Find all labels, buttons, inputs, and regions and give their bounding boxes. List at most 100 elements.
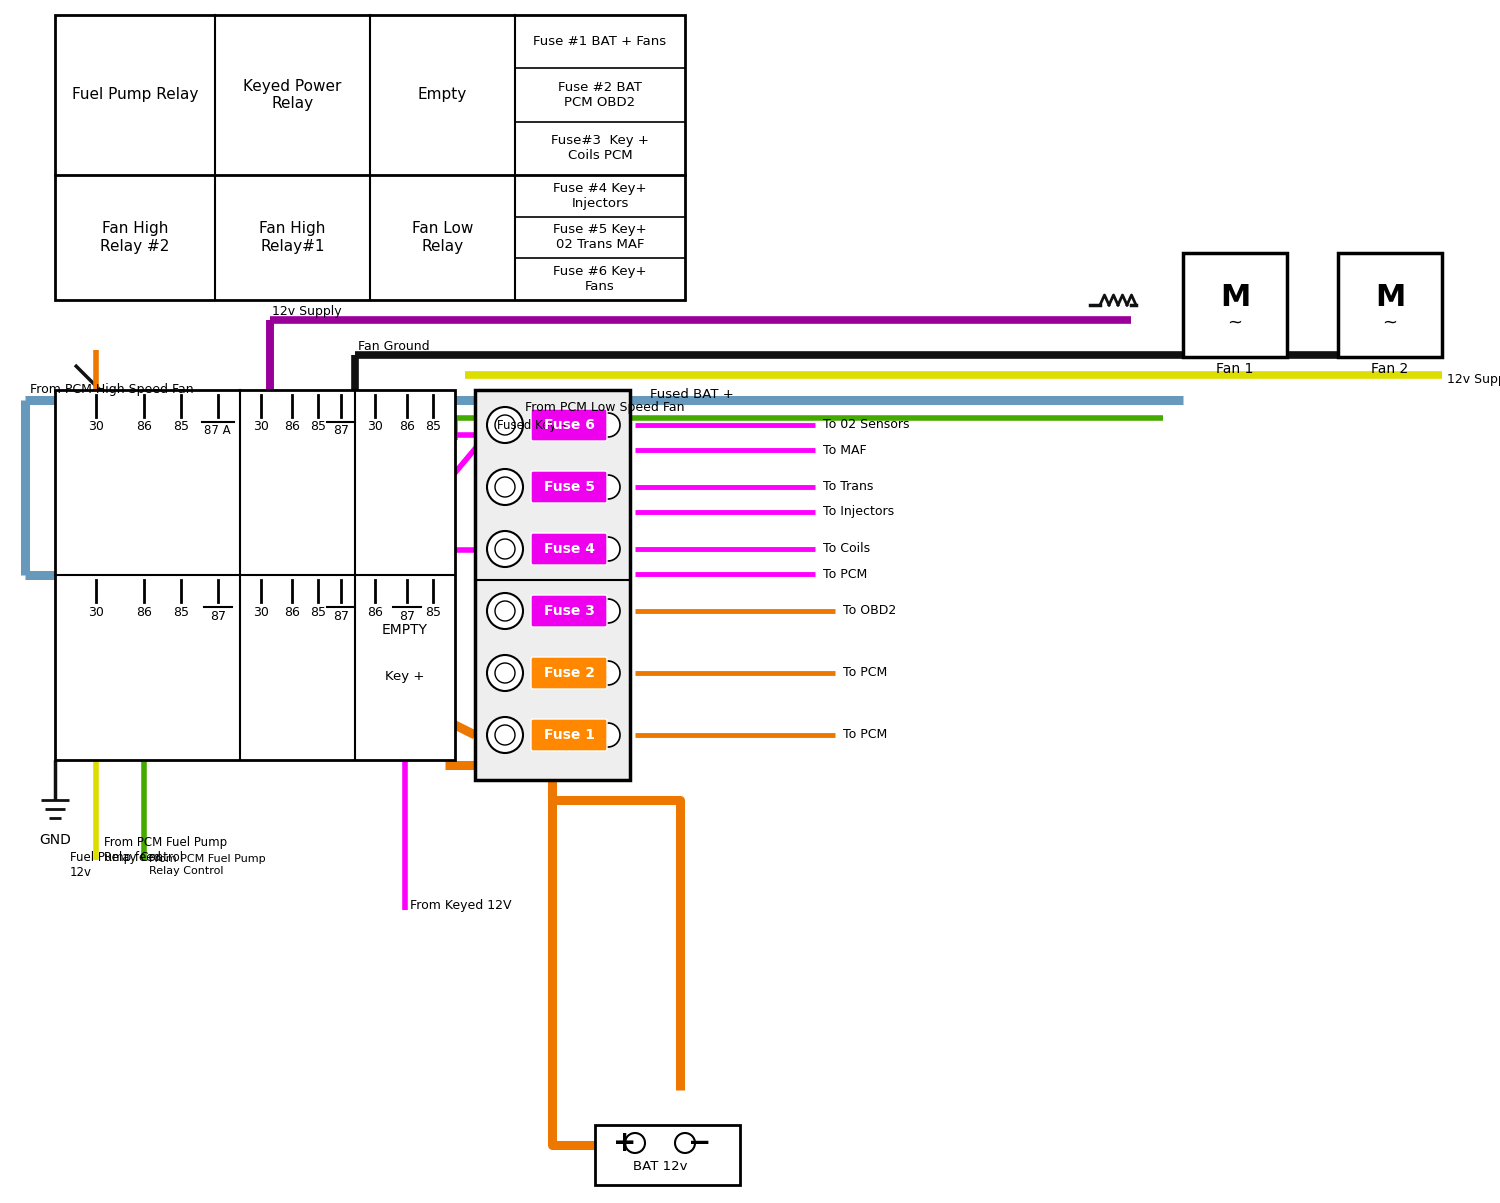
Bar xyxy=(1184,253,1287,357)
Text: Fused BAT +: Fused BAT + xyxy=(650,389,734,402)
Text: From PCM Low Speed Fan: From PCM Low Speed Fan xyxy=(525,402,684,415)
Text: Fuse 4: Fuse 4 xyxy=(543,543,594,556)
Text: Fuse 6: Fuse 6 xyxy=(543,417,594,432)
Text: 87: 87 xyxy=(333,610,350,622)
Text: 30: 30 xyxy=(254,605,268,618)
Bar xyxy=(1338,253,1442,357)
Text: BAT 12v: BAT 12v xyxy=(633,1161,687,1173)
Text: To Trans: To Trans xyxy=(824,480,873,493)
Circle shape xyxy=(495,478,514,497)
Text: Fan High
Relay#1: Fan High Relay#1 xyxy=(260,221,326,254)
Text: Fan High
Relay #2: Fan High Relay #2 xyxy=(100,221,170,254)
Text: Fuse#3  Key +
Coils PCM: Fuse#3 Key + Coils PCM xyxy=(550,135,650,162)
Text: Fuse 2: Fuse 2 xyxy=(543,666,594,680)
Text: To PCM: To PCM xyxy=(843,729,888,741)
Text: 85: 85 xyxy=(424,421,441,433)
Circle shape xyxy=(495,725,514,745)
Text: 85: 85 xyxy=(172,421,189,433)
Text: From Keyed 12V: From Keyed 12V xyxy=(410,899,512,912)
Circle shape xyxy=(626,1133,645,1152)
Text: To Coils: To Coils xyxy=(824,543,870,556)
Text: 86: 86 xyxy=(368,605,382,618)
Circle shape xyxy=(488,717,524,753)
Text: Fused Key +: Fused Key + xyxy=(496,420,570,433)
FancyBboxPatch shape xyxy=(531,595,608,627)
Text: Fuse 5: Fuse 5 xyxy=(543,480,594,494)
Text: Fuse #4 Key+
Injectors: Fuse #4 Key+ Injectors xyxy=(554,182,646,209)
Text: M: M xyxy=(1376,283,1406,312)
Text: Fuse #1 BAT + Fans: Fuse #1 BAT + Fans xyxy=(534,35,666,48)
Text: Fan Low
Relay: Fan Low Relay xyxy=(413,221,472,254)
Bar xyxy=(476,390,630,780)
Circle shape xyxy=(488,407,524,443)
Text: From PCM Fuel Pump
Relay Control: From PCM Fuel Pump Relay Control xyxy=(104,836,226,864)
Text: Empty: Empty xyxy=(419,88,466,102)
Text: Fuel Pump feed
12v: Fuel Pump feed 12v xyxy=(70,851,160,879)
Text: From PCM High Speed Fan: From PCM High Speed Fan xyxy=(30,384,194,397)
Circle shape xyxy=(488,531,524,567)
FancyBboxPatch shape xyxy=(531,472,608,503)
Text: 86: 86 xyxy=(136,421,152,433)
Text: 30: 30 xyxy=(254,421,268,433)
Text: 87: 87 xyxy=(210,610,226,622)
Text: 86: 86 xyxy=(136,605,152,618)
FancyBboxPatch shape xyxy=(531,409,608,442)
Text: 85: 85 xyxy=(310,605,326,618)
Text: Fan 1: Fan 1 xyxy=(1216,362,1254,377)
Text: 85: 85 xyxy=(310,421,326,433)
Circle shape xyxy=(495,415,514,435)
Text: To PCM: To PCM xyxy=(824,568,867,581)
Text: 87 A: 87 A xyxy=(204,425,231,438)
FancyBboxPatch shape xyxy=(531,657,608,689)
Text: 12v Supply: 12v Supply xyxy=(272,306,342,319)
Text: Keyed Power
Relay: Keyed Power Relay xyxy=(243,79,342,111)
Circle shape xyxy=(596,475,619,499)
Text: EMPTY: EMPTY xyxy=(382,623,427,638)
Text: ~: ~ xyxy=(1383,314,1398,332)
Text: 86: 86 xyxy=(284,421,300,433)
Circle shape xyxy=(495,602,514,621)
FancyBboxPatch shape xyxy=(531,719,608,751)
Circle shape xyxy=(675,1133,694,1152)
Text: To 02 Sensors: To 02 Sensors xyxy=(824,419,909,432)
Text: To PCM: To PCM xyxy=(843,666,888,680)
Circle shape xyxy=(596,537,619,561)
Text: 87: 87 xyxy=(399,610,416,622)
Bar xyxy=(56,14,686,300)
Text: 30: 30 xyxy=(368,421,382,433)
Circle shape xyxy=(488,654,524,691)
Text: ~: ~ xyxy=(1227,314,1242,332)
Text: Key +: Key + xyxy=(386,670,424,683)
Text: To OBD2: To OBD2 xyxy=(843,604,897,617)
Circle shape xyxy=(596,413,619,437)
Text: 85: 85 xyxy=(172,605,189,618)
Text: Fuse #2 BAT
PCM OBD2: Fuse #2 BAT PCM OBD2 xyxy=(558,81,642,109)
Text: Fan Ground: Fan Ground xyxy=(358,340,429,354)
Text: Fuse 3: Fuse 3 xyxy=(543,604,594,618)
Circle shape xyxy=(488,593,524,629)
Text: Fuse #6 Key+
Fans: Fuse #6 Key+ Fans xyxy=(554,265,646,294)
Text: 30: 30 xyxy=(88,605,104,618)
Text: −: − xyxy=(688,1128,711,1157)
Circle shape xyxy=(495,663,514,683)
Text: Fan 2: Fan 2 xyxy=(1371,362,1408,377)
Text: 12v Supply: 12v Supply xyxy=(1448,373,1500,386)
FancyBboxPatch shape xyxy=(531,533,608,565)
Text: M: M xyxy=(1220,283,1250,312)
Bar xyxy=(596,1125,740,1185)
Circle shape xyxy=(495,539,514,559)
Text: +: + xyxy=(614,1128,636,1157)
Text: 87: 87 xyxy=(333,425,350,438)
Text: To Injectors: To Injectors xyxy=(824,505,894,518)
Text: GND: GND xyxy=(39,832,70,847)
Text: 86: 86 xyxy=(399,421,416,433)
Circle shape xyxy=(488,469,524,505)
Circle shape xyxy=(596,599,619,623)
Circle shape xyxy=(596,723,619,747)
Text: 86: 86 xyxy=(284,605,300,618)
Text: 85: 85 xyxy=(424,605,441,618)
Text: 30: 30 xyxy=(88,421,104,433)
Text: To MAF: To MAF xyxy=(824,444,867,456)
Text: Fuel Pump Relay: Fuel Pump Relay xyxy=(72,88,198,102)
Circle shape xyxy=(596,660,619,685)
